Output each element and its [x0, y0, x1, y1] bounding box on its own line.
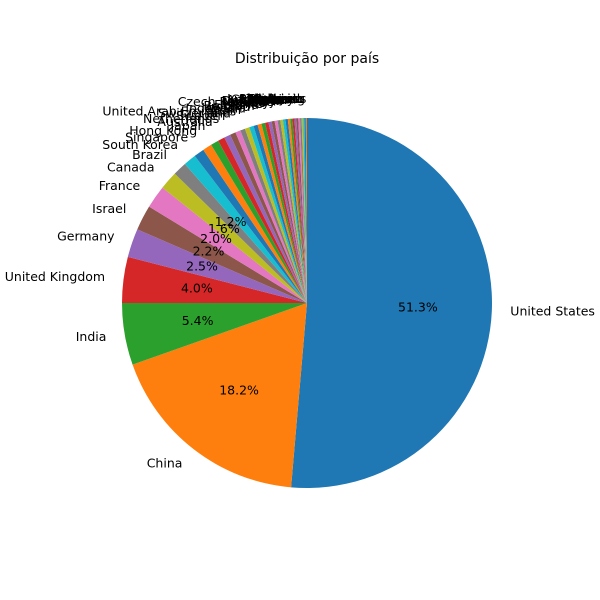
slice-label-finland: Finland — [214, 97, 259, 112]
pie-slice-vietnam — [301, 118, 307, 303]
slice-label-philippines: Philippines — [239, 91, 306, 106]
pie-slice-japan — [211, 140, 307, 303]
pie-slice-indonesia — [249, 125, 307, 303]
slice-label-denmark: Denmark — [222, 93, 280, 108]
slice-label-luxembourg: Luxembourg — [227, 91, 305, 106]
pie-slice-china — [132, 303, 307, 488]
pie-slice-canada — [162, 173, 307, 303]
pie-slice-united-arab-emirates — [240, 128, 307, 303]
pie-slice-united-kingdom — [122, 256, 308, 303]
pie-slice-united-states — [291, 118, 492, 488]
slice-label-indonesia: Indonesia — [185, 100, 245, 115]
pie-slice-italy — [277, 119, 307, 303]
pie-slice-germany — [127, 229, 308, 303]
slice-label-belgium: Belgium — [203, 98, 254, 113]
pct-label-canada: 1.6% — [208, 221, 240, 236]
slice-label-france: France — [99, 178, 141, 193]
pie-slice-thailand — [300, 118, 307, 303]
slice-label-china: China — [147, 455, 183, 470]
pie-slice-singapore — [194, 149, 307, 303]
slice-label-vietnam: Vietnam — [250, 91, 302, 106]
slice-label-germany: Germany — [57, 228, 115, 243]
slice-label-argentina: Argentina — [226, 92, 287, 107]
pie-slice-norway — [271, 120, 307, 303]
slice-label-estonia: Estonia — [239, 92, 285, 107]
pie-slice-philippines — [305, 118, 307, 303]
slice-label-italy: Italy — [249, 93, 277, 108]
pie-slice-lithuania — [298, 118, 307, 304]
pie-slice-netherlands — [224, 134, 307, 303]
slice-label-united-kingdom: United Kingdom — [5, 269, 105, 284]
pie-slice-sweden — [230, 132, 307, 303]
pie-slice-argentina — [287, 118, 307, 303]
pie-slice-ireland — [253, 124, 307, 304]
pct-label-china: 18.2% — [219, 382, 259, 397]
pct-label-united-kingdom: 4.0% — [181, 281, 213, 296]
slice-label-poland: Poland — [255, 91, 297, 106]
slice-label-canada: Canada — [107, 160, 155, 175]
slice-label-singapore: Singapore — [125, 129, 188, 144]
pct-label-brazil: 1.2% — [215, 214, 247, 229]
pie-slice-czech-republic — [274, 120, 307, 303]
slice-label-netherlands: Netherlands — [143, 111, 219, 126]
pie-slice-israel — [137, 206, 307, 303]
slice-label-austria: Austria — [238, 93, 282, 108]
slice-label-mexico: Mexico — [223, 95, 267, 110]
pct-label-india: 5.4% — [182, 313, 214, 328]
pie-slice-colombia — [290, 118, 307, 303]
pie-slice-finland — [261, 122, 307, 303]
slice-label-australia: Australia — [157, 114, 212, 129]
pie-slice-belgium — [257, 123, 307, 303]
pie-slice-brazil — [174, 164, 307, 303]
pie-slice-chile — [264, 122, 307, 304]
slice-label-chile: Chile — [231, 96, 263, 111]
pie-slice-south-korea — [184, 155, 307, 303]
pie-slice-turkey — [294, 118, 307, 304]
slice-label-brazil: Brazil — [132, 147, 167, 162]
slice-label-czech-republic: Czech Republic — [178, 94, 273, 109]
pie-slice-india — [122, 302, 307, 365]
slice-label-colombia: Colombia — [231, 92, 290, 107]
slice-label-sweden: Sweden — [176, 108, 225, 123]
slice-label-malaysia: Malaysia — [249, 91, 304, 106]
pct-label-france: 2.0% — [200, 231, 232, 246]
slice-label-united-states: United States — [510, 303, 595, 318]
pie-slice-switzerland — [235, 130, 307, 303]
slice-label-lithuania: Lithuania — [240, 91, 298, 106]
pie-slice-austria — [282, 119, 307, 303]
slice-label-united-arab-emirates: United Arab Emirates — [102, 104, 236, 119]
pie-slice-france — [149, 187, 307, 303]
slice-label-turkey: Turkey — [253, 91, 295, 106]
slice-label-israel: Israel — [92, 201, 126, 216]
pie-slice-estonia — [285, 118, 307, 303]
pie-slice-hong-kong — [203, 144, 307, 303]
slice-label-japan: Japan — [170, 118, 206, 133]
pie-slice-malaysia — [303, 118, 307, 304]
pie-slice-luxembourg — [304, 118, 307, 303]
pie-slice-australia — [218, 137, 307, 303]
pie-slice-nigeria — [292, 118, 307, 303]
slice-label-ireland: Ireland — [207, 99, 250, 114]
pct-label-germany: 2.5% — [186, 258, 218, 273]
slice-label-hong-kong: Hong Kong — [129, 123, 197, 138]
slice-label-switzerland: Switzerland — [158, 106, 231, 121]
pie-slice-spain — [244, 127, 307, 304]
slice-label-thailand: Thailand — [246, 91, 301, 106]
chart-title: Distribuição por país — [235, 51, 379, 67]
pie-slice-mexico — [268, 121, 307, 304]
pct-label-israel: 2.2% — [193, 243, 225, 258]
percent-labels: 51.3% 18.2% 5.4% 4.0% 2.5%2.2%2.0%1.6%1.2% — [181, 214, 438, 397]
pie-slice-denmark — [280, 119, 307, 304]
slice-label-south-korea: South Korea — [102, 137, 178, 152]
slice-label-india: India — [76, 329, 107, 344]
slice-label-nigeria: Nigeria — [247, 92, 292, 107]
pie-slice-poland — [296, 118, 307, 303]
pie-slices — [122, 118, 492, 488]
slice-label-norway: Norway — [222, 94, 270, 109]
slice-label-spain: Spain — [206, 102, 241, 117]
slice-labels: United States China India United Kingdom Ger… — [5, 91, 595, 470]
pct-label-united-states: 51.3% — [398, 299, 438, 314]
